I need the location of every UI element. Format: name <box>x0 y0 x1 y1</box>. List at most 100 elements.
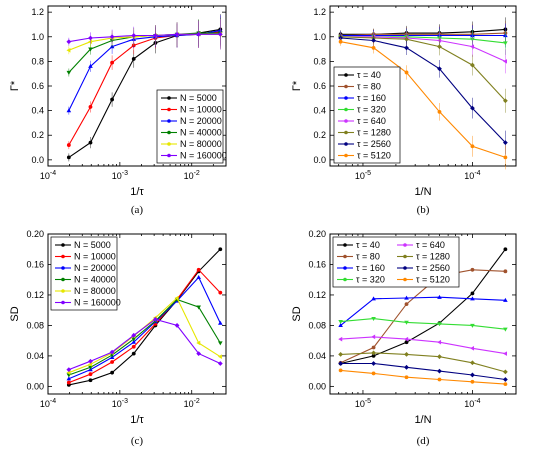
data-point <box>88 47 93 52</box>
legend-swatch-marker <box>343 243 347 247</box>
data-point <box>131 337 137 342</box>
data-point <box>404 340 409 345</box>
legend-swatch-marker <box>61 266 65 270</box>
legend-label: τ = 80 <box>357 82 381 92</box>
legend-swatch-marker <box>61 289 65 293</box>
data-point <box>131 33 137 38</box>
data-point <box>437 38 442 43</box>
data-point <box>88 365 93 370</box>
data-point <box>88 140 93 145</box>
data-point <box>66 155 71 160</box>
data-point <box>109 349 115 355</box>
series-line <box>68 276 221 380</box>
series-line <box>68 268 221 384</box>
x-tick-label: 10-4 <box>40 170 56 181</box>
x-tick-label: 10-4 <box>464 398 480 409</box>
y-tick-label: 1.2 <box>31 7 44 17</box>
y-tick-label: 1.2 <box>313 7 326 17</box>
legend-label: τ = 160 <box>357 93 386 103</box>
y-tick-label: 0.04 <box>308 351 326 361</box>
legend-label: N = 80000 <box>74 286 116 296</box>
legend-label: τ = 40 <box>357 70 381 80</box>
series-line <box>68 33 221 43</box>
legend-label: τ = 2560 <box>357 139 391 149</box>
x-tick-label: 10-4 <box>464 170 480 181</box>
data-point <box>217 31 223 37</box>
x-axis-label: 1/N <box>414 414 431 426</box>
data-point <box>371 45 376 50</box>
legend-box <box>333 66 401 164</box>
data-point <box>371 334 376 340</box>
data-point <box>338 39 343 44</box>
y-tick-label: 1.0 <box>313 32 326 42</box>
panel-1: 0.0 0.2 0.4 0.6 0.8 1.0 1.2 10-5 10-4 1/N Γ* (b) τ =… <box>291 5 517 216</box>
legend-label: τ = 40 <box>356 240 380 250</box>
legend-swatch-marker <box>403 254 407 259</box>
legend-swatch-marker <box>167 153 171 158</box>
series-line <box>340 36 506 62</box>
data-point <box>338 320 343 325</box>
legend-swatch-marker <box>167 107 171 112</box>
data-point <box>131 344 136 349</box>
data-point <box>371 361 376 366</box>
x-tick-label: 10-2 <box>184 398 200 409</box>
data-point <box>109 34 115 40</box>
legend-swatch-marker <box>167 142 171 146</box>
series-line <box>340 318 506 330</box>
data-point <box>502 377 508 382</box>
legend-label: N = 80000 <box>180 139 222 149</box>
y-tick-label: 0.4 <box>313 106 326 116</box>
data-point <box>502 59 507 64</box>
series-line <box>340 269 506 364</box>
data-point <box>437 368 442 374</box>
legend-label: τ = 160 <box>356 263 385 273</box>
data-point <box>437 66 442 72</box>
data-point <box>217 361 223 366</box>
series-line <box>340 41 506 158</box>
y-tick-label: 0.08 <box>308 320 326 330</box>
legend-box <box>50 236 118 311</box>
legend-swatch-marker <box>344 119 348 123</box>
data-point <box>470 323 475 328</box>
panel-2: 0.00 0.04 0.08 0.12 0.16 0.20 10-4 10-3 10-2 1/τ S… <box>9 229 227 447</box>
legend: τ = 40 τ = 80τ = 160 τ = 320 τ = 640 τ = 128… <box>332 236 460 288</box>
data-point <box>371 354 376 358</box>
legend-label: τ = 1280 <box>357 128 391 138</box>
data-point <box>338 351 344 357</box>
data-point <box>503 41 508 46</box>
series-line <box>340 32 506 37</box>
series-line <box>340 352 506 373</box>
legend-label: τ = 1280 <box>416 252 450 262</box>
y-tick-label: 0.08 <box>26 320 44 330</box>
series-line <box>340 336 506 355</box>
data-point <box>88 35 93 41</box>
data-point <box>218 320 223 325</box>
series-line <box>340 296 506 326</box>
legend-label: N = 20000 <box>180 116 222 126</box>
data-point <box>470 267 475 272</box>
data-point <box>502 351 507 356</box>
legend-label: τ = 320 <box>357 105 386 115</box>
data-point <box>371 296 376 301</box>
data-point <box>404 295 409 300</box>
data-point <box>88 361 93 367</box>
legend-swatch-marker <box>403 266 407 270</box>
series-line <box>68 248 221 386</box>
data-point <box>404 36 409 42</box>
data-point <box>217 354 222 359</box>
data-point <box>437 44 442 50</box>
x-tick-label: 10-3 <box>112 398 128 409</box>
plot-frame <box>47 233 227 395</box>
data-point <box>503 297 508 302</box>
data-point <box>371 38 376 43</box>
y-tick-label: 0.20 <box>308 229 326 239</box>
legend-label: N = 160000 <box>180 151 227 161</box>
y-tick-label: 0.16 <box>26 259 44 269</box>
data-point <box>404 45 409 51</box>
data-point <box>196 351 202 357</box>
data-point <box>470 345 475 351</box>
y-tick-label: 0.0 <box>31 155 44 165</box>
data-point <box>131 351 136 356</box>
data-point <box>218 341 223 346</box>
